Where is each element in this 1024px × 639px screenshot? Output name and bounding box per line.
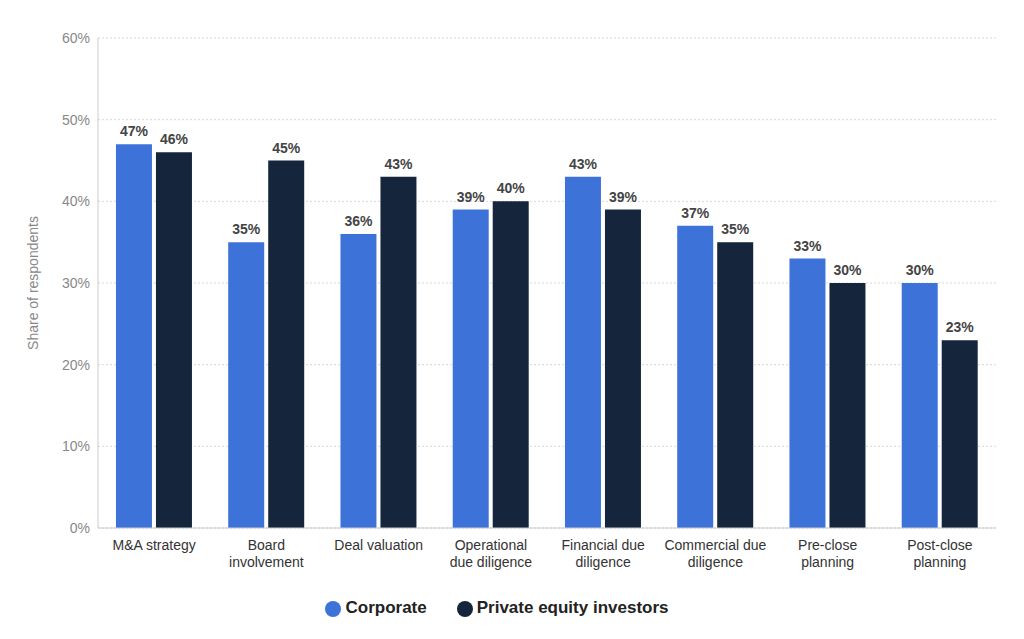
- svg-text:30%: 30%: [833, 262, 862, 278]
- svg-text:60%: 60%: [62, 30, 90, 46]
- svg-text:Deal valuation: Deal valuation: [334, 537, 423, 553]
- svg-text:Operational: Operational: [455, 537, 527, 553]
- svg-text:Board: Board: [248, 537, 285, 553]
- html-text:Private equity investors: Private equity investors: [476, 598, 669, 617]
- svg-text:20%: 20%: [62, 357, 90, 373]
- svg-text:35%: 35%: [721, 221, 750, 237]
- svg-text:due diligence: due diligence: [450, 554, 533, 570]
- svg-text:30%: 30%: [906, 262, 935, 278]
- svg-text:35%: 35%: [232, 221, 261, 237]
- svg-text:39%: 39%: [609, 189, 638, 205]
- svg-text:M&A strategy: M&A strategy: [112, 537, 195, 553]
- svg-text:planning: planning: [801, 554, 854, 570]
- svg-text:47%: 47%: [120, 123, 149, 139]
- svg-text:diligence: diligence: [575, 554, 630, 570]
- svg-text:Commercial due: Commercial due: [664, 537, 766, 553]
- svg-text:Post-close: Post-close: [907, 537, 973, 553]
- svg-text:diligence: diligence: [688, 554, 743, 570]
- svg-text:43%: 43%: [384, 156, 413, 172]
- svg-text:50%: 50%: [62, 112, 90, 128]
- svg-text:40%: 40%: [497, 180, 526, 196]
- svg-text:40%: 40%: [62, 193, 90, 209]
- svg-text:planning: planning: [913, 554, 966, 570]
- svg-text:36%: 36%: [344, 213, 373, 229]
- svg-text:39%: 39%: [457, 189, 486, 205]
- svg-text:45%: 45%: [272, 140, 301, 156]
- svg-text:37%: 37%: [681, 205, 710, 221]
- svg-text:0%: 0%: [70, 520, 90, 536]
- svg-text:23%: 23%: [946, 319, 975, 335]
- svg-text:10%: 10%: [62, 438, 90, 454]
- svg-text:Share of respondents: Share of respondents: [25, 216, 41, 350]
- svg-text:Pre-close: Pre-close: [798, 537, 857, 553]
- svg-text:involvement: involvement: [229, 554, 304, 570]
- html-text:Corporate: Corporate: [345, 598, 427, 617]
- svg-text:43%: 43%: [569, 156, 598, 172]
- svg-text:30%: 30%: [62, 275, 90, 291]
- svg-text:Financial due: Financial due: [561, 537, 644, 553]
- svg-text:33%: 33%: [793, 238, 822, 254]
- svg-text:46%: 46%: [160, 131, 189, 147]
